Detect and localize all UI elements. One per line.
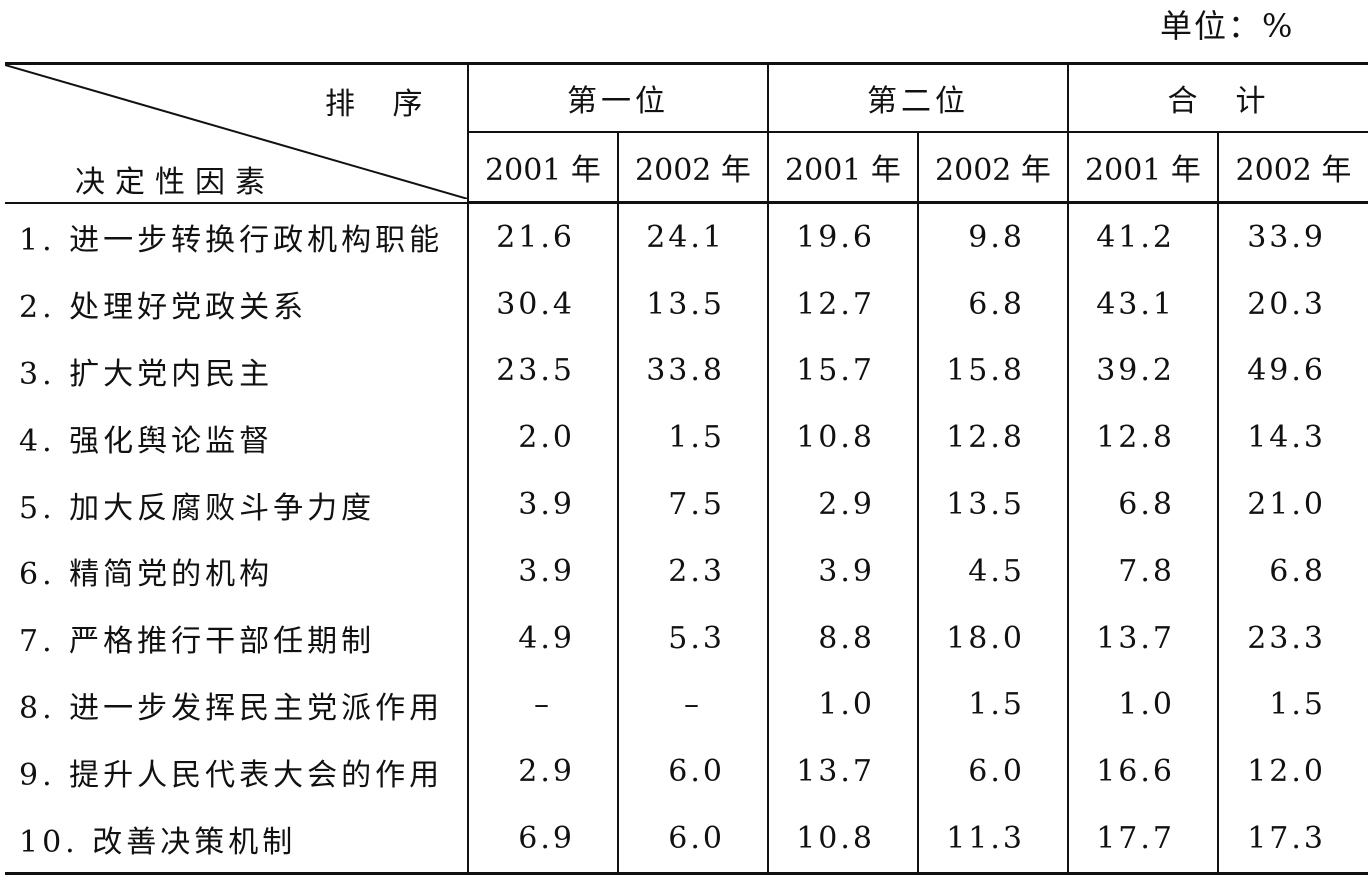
table-cell: 33.8: [617, 337, 768, 405]
table-cell: 3.9: [467, 537, 618, 605]
table-cell: 2.9: [467, 738, 618, 806]
row-label: 8. 进一步发挥民主党派作用: [19, 690, 444, 726]
table-cell: –: [617, 671, 768, 739]
row-label: 2. 处理好党政关系: [19, 290, 308, 326]
table-cell: 12.8: [1067, 404, 1218, 472]
table-cell: 7.5: [617, 471, 768, 538]
table-cell: –: [467, 671, 618, 739]
header-year: 2001 年: [767, 132, 918, 204]
table-cell: 4.9: [467, 604, 618, 672]
table-cell: 3.9: [467, 471, 618, 538]
table-cell: 43.1: [1067, 270, 1218, 338]
header-year: 2002 年: [917, 132, 1068, 204]
table-cell: 15.7: [767, 337, 918, 405]
table-row: 3. 扩大党内民主 23.5 33.8 15.7 15.8 39.2 49.6: [5, 337, 1368, 405]
table-cell: 10.8: [767, 404, 918, 472]
table-cell: 4.5: [917, 537, 1068, 605]
table-cell: 6.8: [917, 270, 1068, 338]
table-cell: 6.8: [1067, 471, 1218, 538]
row-label: 5. 加大反腐败斗争力度: [19, 490, 376, 526]
table-row: 4. 强化舆论监督 2.0 1.5 10.8 12.8 12.8 14.3: [5, 404, 1368, 472]
header-year: 2001 年: [1067, 132, 1218, 204]
table-cell: 5.3: [617, 604, 768, 672]
table-cell: 6.8: [1217, 537, 1368, 605]
header-year-row: 2001 年 2002 年 2001 年 2002 年 2001 年 2002 …: [5, 132, 1368, 204]
table-cell: 23.5: [467, 337, 618, 405]
header-group-first: 第一位: [467, 63, 768, 133]
table-cell: 14.3: [1217, 404, 1368, 472]
table-cell: 3.9: [767, 537, 918, 605]
header-group-row: 排 序 决定性因素 第一位 第二位 合 计: [5, 63, 1368, 204]
table-cell: 30.4: [467, 270, 618, 338]
table-cell: 13.7: [767, 738, 918, 806]
table-cell: 16.6: [1067, 738, 1218, 806]
table-cell: 8.8: [767, 604, 918, 672]
table-row: 5. 加大反腐败斗争力度 3.9 7.5 2.9 13.5 6.8 21.0: [5, 471, 1368, 538]
table-cell: 13.7: [1067, 604, 1218, 672]
table-row: 10. 改善决策机制 6.9 6.0 10.8 11.3 17.7 17.3: [5, 805, 1368, 874]
table-cell: 41.2: [1067, 202, 1218, 271]
table-cell: 1.0: [767, 671, 918, 739]
table-cell: 1.5: [617, 404, 768, 472]
table-cell: 6.0: [617, 805, 768, 874]
table-row: 1. 进一步转换行政机构职能 21.6 24.1 19.6 9.8 41.2 3…: [5, 202, 1368, 271]
table-row: 6. 精简党的机构 3.9 2.3 3.9 4.5 7.8 6.8: [5, 537, 1368, 605]
table-cell: 12.8: [917, 404, 1068, 472]
row-label: 4. 强化舆论监督: [19, 423, 274, 459]
table-row: 9. 提升人民代表大会的作用 2.9 6.0 13.7 6.0 16.6 12.…: [5, 738, 1368, 806]
table-cell: 33.9: [1217, 202, 1368, 271]
table-cell: 18.0: [917, 604, 1068, 672]
header-year: 2001 年: [467, 132, 618, 204]
corner-header-bottom: 决定性因素: [75, 165, 275, 200]
table-cell: 2.9: [767, 471, 918, 538]
corner-header-cell: 排 序 决定性因素: [5, 63, 468, 204]
header-group-total: 合 计: [1067, 63, 1368, 133]
table-cell: 1.0: [1067, 671, 1218, 739]
table-cell: 6.0: [617, 738, 768, 806]
table-cell: 21.6: [467, 202, 618, 271]
unit-label: 单位：%: [1160, 7, 1295, 45]
table-cell: 39.2: [1067, 337, 1218, 405]
header-year: 2002 年: [617, 132, 768, 204]
table-row: 7. 严格推行干部任期制 4.9 5.3 8.8 18.0 13.7 23.3: [5, 604, 1368, 672]
header-group-second: 第二位: [767, 63, 1068, 133]
corner-header-top: 排 序: [325, 87, 437, 122]
table-cell: 7.8: [1067, 537, 1218, 605]
row-label: 9. 提升人民代表大会的作用: [19, 757, 444, 793]
data-table: 排 序 决定性因素 第一位 第二位 合 计 2001 年 2002 年 2001…: [5, 62, 1368, 875]
row-label: 7. 严格推行干部任期制: [19, 624, 376, 660]
table-cell: 19.6: [767, 202, 918, 271]
table-cell: 24.1: [617, 202, 768, 271]
diagonal-divider: [5, 65, 468, 199]
table-cell: 20.3: [1217, 270, 1368, 338]
table-cell: 2.0: [467, 404, 618, 472]
data-table-container: 排 序 决定性因素 第一位 第二位 合 计 2001 年 2002 年 2001…: [5, 62, 1368, 875]
table-cell: 17.7: [1067, 805, 1218, 874]
table-cell: 17.3: [1217, 805, 1368, 874]
table-cell: 15.8: [917, 337, 1068, 405]
table-cell: 21.0: [1217, 471, 1368, 538]
table-cell: 12.0: [1217, 738, 1368, 806]
table-cell: 6.9: [467, 805, 618, 874]
table-cell: 10.8: [767, 805, 918, 874]
table-cell: 13.5: [917, 471, 1068, 538]
table-cell: 1.5: [1217, 671, 1368, 739]
row-label: 3. 扩大党内民主: [19, 356, 274, 392]
row-label: 1. 进一步转换行政机构职能: [19, 223, 444, 259]
table-cell: 2.3: [617, 537, 768, 605]
row-label: 6. 精简党的机构: [19, 557, 274, 593]
table-cell: 12.7: [767, 270, 918, 338]
table-cell: 23.3: [1217, 604, 1368, 672]
table-row: 2. 处理好党政关系 30.4 13.5 12.7 6.8 43.1 20.3: [5, 270, 1368, 338]
table-cell: 9.8: [917, 202, 1068, 271]
table-cell: 13.5: [617, 270, 768, 338]
table-cell: 6.0: [917, 738, 1068, 806]
table-cell: 1.5: [917, 671, 1068, 739]
header-year: 2002 年: [1217, 132, 1368, 204]
row-label: 10. 改善决策机制: [19, 824, 297, 860]
table-row: 8. 进一步发挥民主党派作用 – – 1.0 1.5 1.0 1.5: [5, 671, 1368, 739]
table-cell: 11.3: [917, 805, 1068, 874]
table-cell: 49.6: [1217, 337, 1368, 405]
